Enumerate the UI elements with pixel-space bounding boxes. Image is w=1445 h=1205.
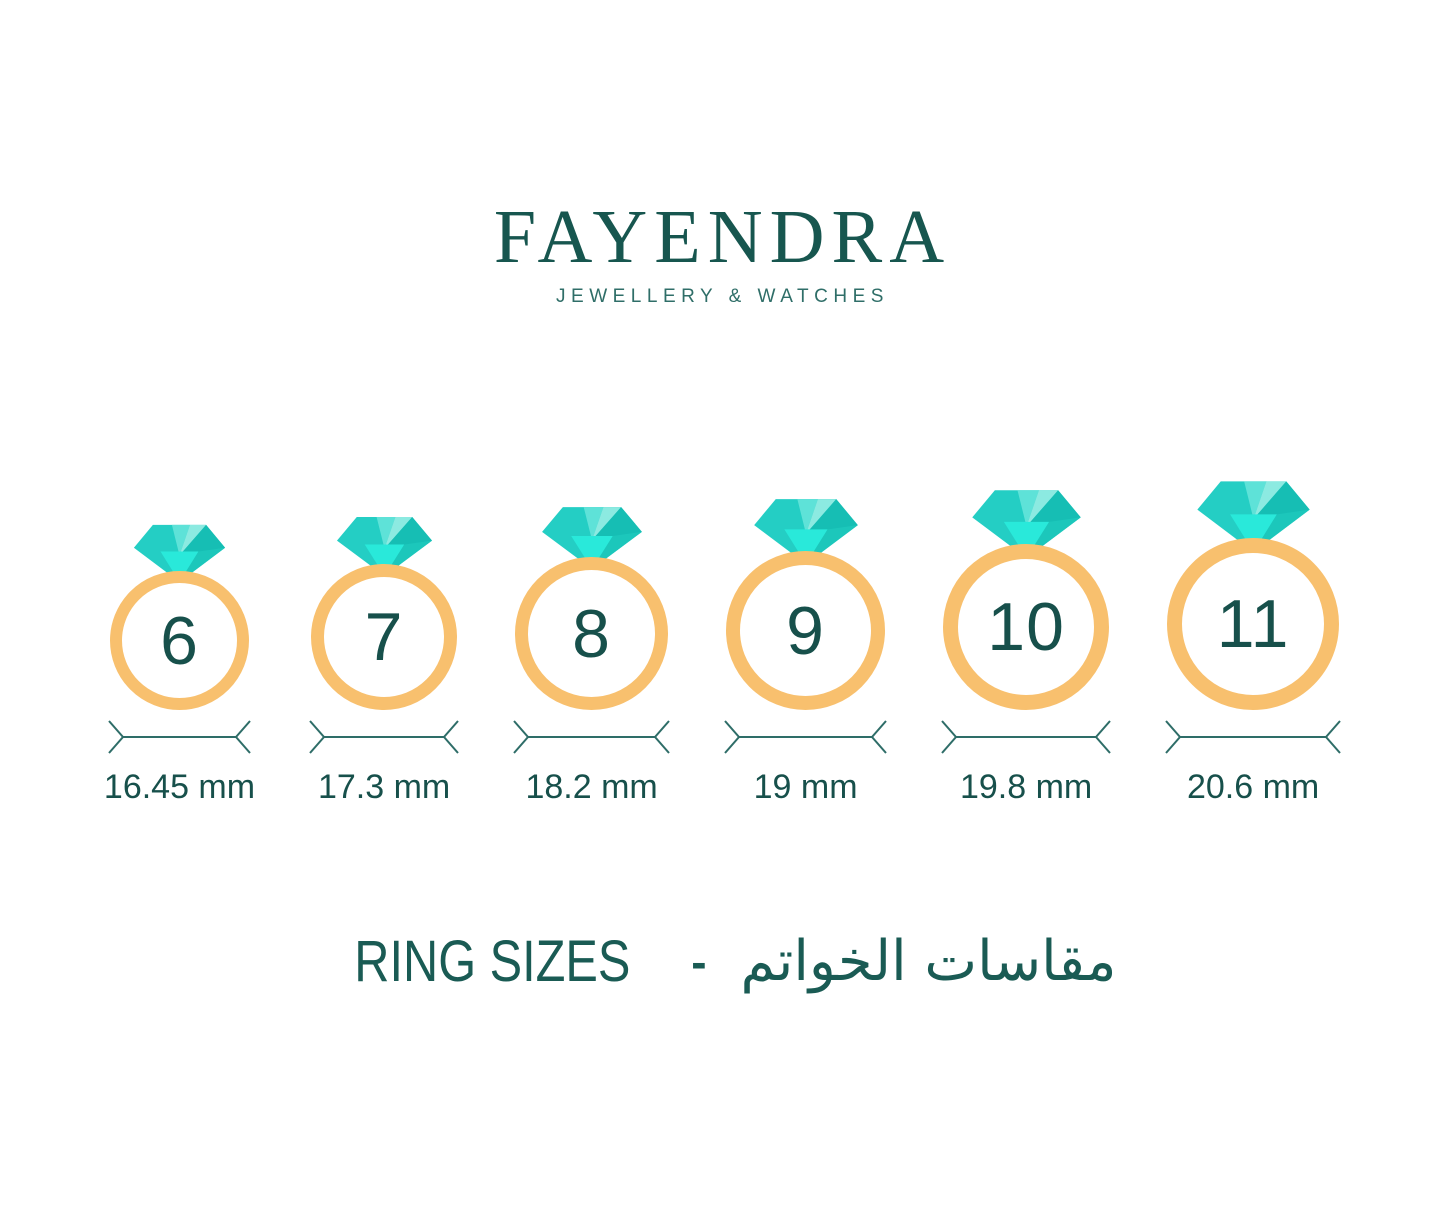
diameter-label: 18.2 mm bbox=[525, 768, 658, 806]
diameter-label: 19.8 mm bbox=[959, 768, 1093, 806]
diameter-measure-line bbox=[309, 720, 459, 754]
diamond-icon bbox=[970, 488, 1083, 558]
ring-size-number: 8 bbox=[572, 595, 611, 672]
ring-size-item: 10 19.8 mm bbox=[941, 488, 1111, 807]
ring-size-item: 7 17.3 mm bbox=[309, 515, 459, 807]
diameter-measure-line bbox=[108, 720, 251, 754]
chart-title-english: RING SIZES bbox=[354, 929, 631, 994]
diameter-measure-line bbox=[941, 720, 1111, 754]
rings-row: 6 16.45 mm 7 17.3 mm 8 18.2 mm 9 bbox=[0, 479, 1445, 807]
diamond-icon bbox=[1195, 479, 1312, 552]
ring-band: 11 bbox=[1167, 538, 1340, 710]
diameter-label: 16.45 mm bbox=[103, 768, 256, 806]
ring-band: 8 bbox=[515, 557, 669, 710]
ring-band: 9 bbox=[726, 551, 886, 710]
chart-title-arabic: مقاسات الخواتم bbox=[740, 929, 1117, 994]
ring-size-number: 7 bbox=[364, 599, 404, 675]
ring-graphic: 9 bbox=[726, 497, 886, 710]
ring-size-item: 11 20.6 mm bbox=[1165, 479, 1341, 807]
ring-size-item: 8 18.2 mm bbox=[513, 505, 670, 807]
ring-band: 7 bbox=[311, 564, 458, 710]
ring-band: 6 bbox=[110, 571, 249, 710]
diameter-measure-line bbox=[1165, 720, 1341, 754]
ring-size-number: 9 bbox=[786, 592, 825, 669]
diameter-measure-line bbox=[724, 720, 887, 754]
ring-size-number: 10 bbox=[987, 589, 1065, 665]
ring-graphic: 8 bbox=[515, 505, 669, 710]
diameter-label: 17.3 mm bbox=[317, 768, 451, 806]
diameter-measure-line bbox=[513, 720, 670, 754]
brand-name: FAYENDRA bbox=[493, 195, 952, 279]
diameter-label: 19 mm bbox=[753, 768, 858, 806]
ring-size-number: 11 bbox=[1216, 586, 1290, 662]
ring-size-item: 9 19 mm bbox=[724, 497, 887, 807]
brand-logo: FAYENDRA JEWELLERY & WATCHES bbox=[0, 195, 1445, 308]
title-separator: - bbox=[691, 935, 707, 988]
diamond-icon bbox=[752, 497, 860, 564]
diamond-icon bbox=[540, 505, 644, 569]
ring-graphic: 10 bbox=[943, 488, 1110, 710]
ring-graphic: 7 bbox=[311, 515, 458, 710]
ring-graphic: 6 bbox=[110, 523, 249, 710]
chart-title: RING SIZES - مقاسات الخواتم bbox=[0, 928, 1445, 995]
ring-graphic: 11 bbox=[1167, 479, 1340, 710]
diameter-label: 20.6 mm bbox=[1186, 768, 1320, 806]
ring-size-number: 6 bbox=[160, 602, 199, 679]
ring-band: 10 bbox=[943, 544, 1110, 710]
brand-tagline: JEWELLERY & WATCHES bbox=[556, 285, 889, 307]
ring-size-item: 6 16.45 mm bbox=[104, 523, 255, 807]
